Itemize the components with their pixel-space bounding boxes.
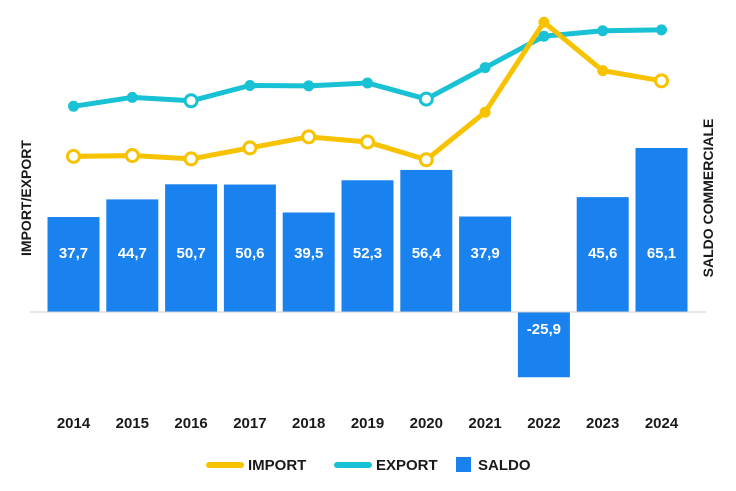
export-point-2017 — [244, 79, 256, 91]
export-line — [71, 27, 664, 109]
saldo-bar-2020 — [400, 169, 453, 312]
saldo-label-2017: 50,6 — [235, 245, 264, 262]
export-point-2014 — [68, 100, 79, 112]
export-point-2024 — [656, 24, 667, 36]
import-point-2023 — [597, 65, 609, 77]
line-series — [66, 16, 669, 168]
saldo-bar-2017 — [223, 184, 276, 312]
legend-saldo-label: SALDO — [478, 457, 531, 474]
x-tick-2018: 2018 — [292, 415, 325, 432]
saldo-label-2023: 45,6 — [588, 245, 617, 262]
saldo-bars — [47, 148, 688, 378]
import-point-2016 — [183, 151, 199, 167]
saldo-label-2020: 56,4 — [412, 245, 442, 262]
x-tick-2017: 2017 — [233, 415, 266, 432]
x-tick-2024: 2024 — [645, 415, 679, 432]
export-point-2019 — [362, 77, 373, 89]
x-tick-2014: 2014 — [57, 415, 91, 432]
import-point-2022 — [538, 16, 550, 28]
import-point-2024 — [654, 73, 669, 89]
saldo-label-2024: 65,1 — [647, 245, 676, 262]
saldo-label-2019: 52,3 — [353, 245, 382, 262]
saldo-label-2022: -25,9 — [527, 321, 561, 338]
export-point-2016 — [183, 93, 199, 109]
x-tick-2019: 2019 — [351, 415, 384, 432]
saldo-bar-2019 — [341, 180, 394, 312]
import-point-2021 — [479, 106, 491, 118]
legend-import-label: IMPORT — [248, 457, 306, 474]
saldo-bar-2018 — [282, 212, 335, 312]
saldo-bar-2023 — [576, 197, 629, 312]
legend: IMPORT EXPORT SALDO — [206, 457, 531, 474]
saldo-bar-2014 — [47, 217, 100, 312]
saldo-label-2021: 37,9 — [470, 245, 499, 262]
saldo-bar-2015 — [106, 199, 159, 312]
saldo-label-2016: 50,7 — [176, 245, 205, 262]
saldo-bar-2021 — [459, 216, 512, 312]
x-tick-2023: 2023 — [586, 415, 619, 432]
x-axis-ticks: 2014 2015 2016 2017 2018 2019 2020 2021 2022 2023… — [57, 415, 679, 432]
x-tick-2016: 2016 — [174, 415, 207, 432]
saldo-label-2015: 44,7 — [118, 245, 147, 262]
export-point-2021 — [479, 62, 491, 74]
export-point-2022 — [538, 30, 550, 42]
import-point-2018 — [301, 129, 317, 145]
import-point-2015 — [124, 148, 140, 164]
import-point-2017 — [242, 140, 258, 156]
y-axis-right-title: SALDO COMMERCIALE — [700, 119, 716, 278]
x-tick-2022: 2022 — [527, 415, 560, 432]
export-point-2018 — [303, 80, 315, 92]
saldo-bar-2016 — [165, 184, 218, 312]
saldo-label-2018: 39,5 — [294, 245, 323, 262]
saldo-bar-2024 — [635, 148, 688, 312]
export-point-2015 — [126, 91, 138, 103]
legend-export-label: EXPORT — [376, 457, 438, 474]
import-point-2020 — [418, 152, 434, 168]
export-point-2020 — [418, 91, 434, 107]
x-tick-2020: 2020 — [410, 415, 443, 432]
legend-saldo-swatch — [456, 457, 471, 472]
x-tick-2015: 2015 — [116, 415, 149, 432]
import-point-2019 — [360, 134, 375, 150]
y-axis-left-title: IMPORT/EXPORT — [18, 140, 34, 256]
x-tick-2021: 2021 — [468, 415, 501, 432]
bar-value-labels: 37,7 44,7 50,7 50,6 39,5 52,3 56,4 37,9 -25,9 45,… — [59, 245, 676, 338]
export-point-2023 — [597, 25, 609, 37]
saldo-bar-2022 — [517, 312, 570, 378]
saldo-label-2014: 37,7 — [59, 245, 88, 262]
import-point-2014 — [66, 148, 81, 164]
